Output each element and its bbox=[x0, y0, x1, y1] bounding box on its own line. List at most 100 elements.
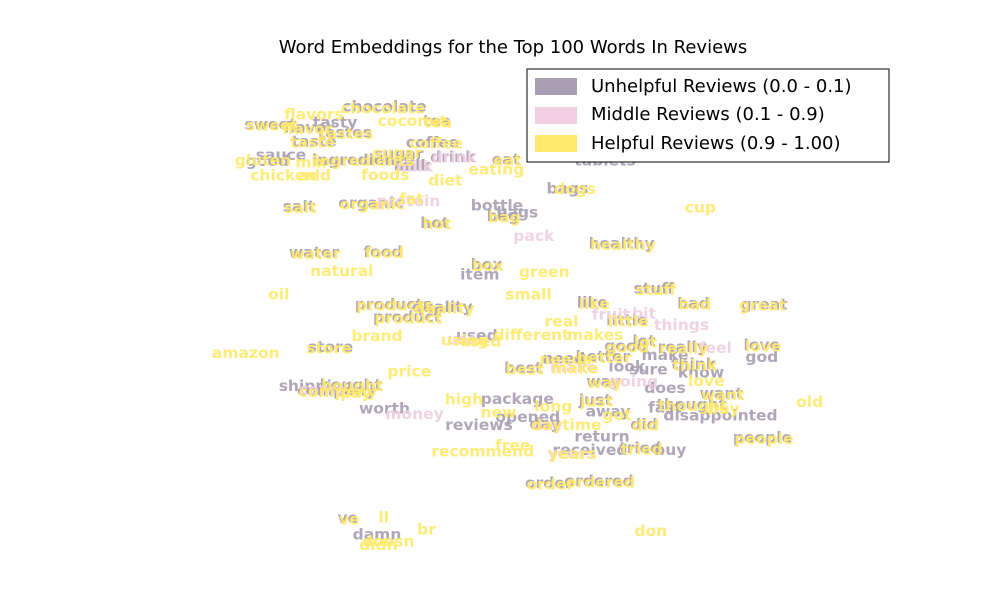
word-label: day bbox=[531, 416, 562, 434]
word-points: chocolateteatastysweetflavortastestastes… bbox=[212, 98, 823, 554]
word-label: return bbox=[574, 427, 629, 445]
word-label: love bbox=[745, 338, 782, 356]
legend-swatch-unhelpful bbox=[535, 78, 577, 95]
word-label: eat bbox=[493, 152, 522, 170]
word-label: bad bbox=[679, 296, 712, 314]
word-label: used bbox=[460, 333, 502, 351]
word-label: things bbox=[654, 316, 709, 334]
word-label: use bbox=[447, 331, 478, 349]
word-label: taste bbox=[291, 132, 336, 150]
word-label: make bbox=[551, 360, 598, 378]
word-label: years bbox=[549, 445, 597, 463]
word-label: didn bbox=[359, 536, 398, 554]
word-label: bag bbox=[488, 208, 521, 226]
word-label: pay bbox=[340, 384, 371, 402]
word-label: buy bbox=[654, 441, 686, 459]
word-label: drink bbox=[432, 149, 478, 167]
word-label: add bbox=[298, 167, 331, 185]
word-label: water bbox=[289, 244, 340, 262]
word-label: mix bbox=[295, 154, 326, 172]
word-label: ve bbox=[339, 511, 360, 529]
word-label: got bbox=[602, 406, 632, 424]
word-label: opened bbox=[495, 408, 560, 426]
word-label: make bbox=[641, 346, 688, 364]
word-label: br bbox=[417, 521, 436, 539]
word-label: reviews bbox=[445, 416, 513, 434]
word-label: water bbox=[290, 245, 341, 263]
word-label: using bbox=[441, 332, 489, 350]
word-label: chicken bbox=[250, 167, 316, 185]
word-label: hot bbox=[422, 215, 452, 233]
word-label: love bbox=[688, 372, 725, 390]
word-label: free bbox=[495, 437, 530, 455]
word-label: time bbox=[562, 416, 601, 434]
word-label: best bbox=[506, 361, 545, 379]
word-label: disappointed bbox=[663, 407, 777, 425]
word-label: needs bbox=[539, 351, 591, 369]
word-label: years bbox=[547, 444, 595, 462]
word-label: good bbox=[604, 337, 648, 355]
word-label: store bbox=[306, 339, 351, 357]
word-label: organic bbox=[338, 194, 403, 212]
word-label: ve bbox=[337, 509, 358, 527]
word-label: day bbox=[529, 415, 560, 433]
word-label: people bbox=[734, 430, 793, 448]
word-label: flavor bbox=[284, 119, 335, 137]
word-label: little bbox=[608, 312, 649, 330]
word-label: products bbox=[356, 297, 433, 315]
word-label: just bbox=[578, 391, 613, 409]
word-label: make bbox=[550, 358, 597, 376]
word-label: organic bbox=[340, 195, 405, 213]
word-label: did bbox=[630, 415, 658, 433]
word-label: company bbox=[299, 383, 378, 401]
word-label: want bbox=[700, 385, 744, 403]
word-label: just bbox=[579, 392, 614, 410]
word-label: foods bbox=[361, 166, 409, 184]
word-label: stuff bbox=[634, 280, 675, 298]
word-label: coffee bbox=[410, 135, 463, 153]
word-label: healthy bbox=[590, 236, 656, 254]
word-label: eat bbox=[492, 150, 521, 168]
word-label: food bbox=[365, 244, 404, 262]
chart-title: Word Embeddings for the Top 100 Words In… bbox=[279, 37, 748, 58]
word-label: doesn bbox=[362, 533, 415, 551]
word-label: bought bbox=[321, 377, 384, 395]
word-label: eating bbox=[468, 161, 524, 179]
word-label: way bbox=[586, 373, 620, 391]
word-label: did bbox=[632, 417, 660, 435]
word-label: money bbox=[385, 405, 443, 423]
word-label: people bbox=[733, 429, 792, 447]
word-label: chocolate bbox=[342, 98, 426, 116]
word-label: like bbox=[577, 293, 608, 311]
word-label: tastes bbox=[319, 125, 373, 143]
word-label: tried bbox=[619, 439, 661, 457]
word-label: store bbox=[308, 338, 353, 356]
word-label: quality bbox=[412, 298, 473, 316]
word-label: day bbox=[532, 417, 563, 435]
word-label: come bbox=[299, 380, 346, 398]
word-label: stuff bbox=[636, 281, 677, 299]
word-label: does bbox=[644, 379, 685, 397]
word-label: lot bbox=[634, 333, 658, 351]
legend-label-middle: Middle Reviews (0.1 - 0.9) bbox=[591, 104, 825, 125]
word-label: better bbox=[577, 349, 632, 367]
word-label: new bbox=[481, 403, 517, 421]
legend-label-unhelpful: Unhelpful Reviews (0.0 - 0.1) bbox=[591, 76, 852, 97]
word-label: fast bbox=[648, 398, 682, 416]
word-label: sweet bbox=[246, 116, 299, 134]
word-label: best bbox=[504, 359, 543, 377]
word-label: dogs bbox=[554, 180, 596, 198]
word-label: package bbox=[481, 390, 554, 408]
word-label: salt bbox=[284, 199, 317, 217]
word-label: diet bbox=[428, 172, 463, 190]
word-label: coffee bbox=[406, 133, 459, 151]
word-label: item bbox=[460, 265, 499, 283]
word-label: green bbox=[519, 263, 570, 281]
word-label: god bbox=[745, 348, 778, 366]
word-label: need bbox=[542, 350, 585, 368]
word-label: natural bbox=[310, 262, 373, 280]
word-label: sweet bbox=[245, 115, 298, 133]
word-label: taste bbox=[290, 133, 335, 151]
word-label: buy bbox=[707, 400, 739, 418]
